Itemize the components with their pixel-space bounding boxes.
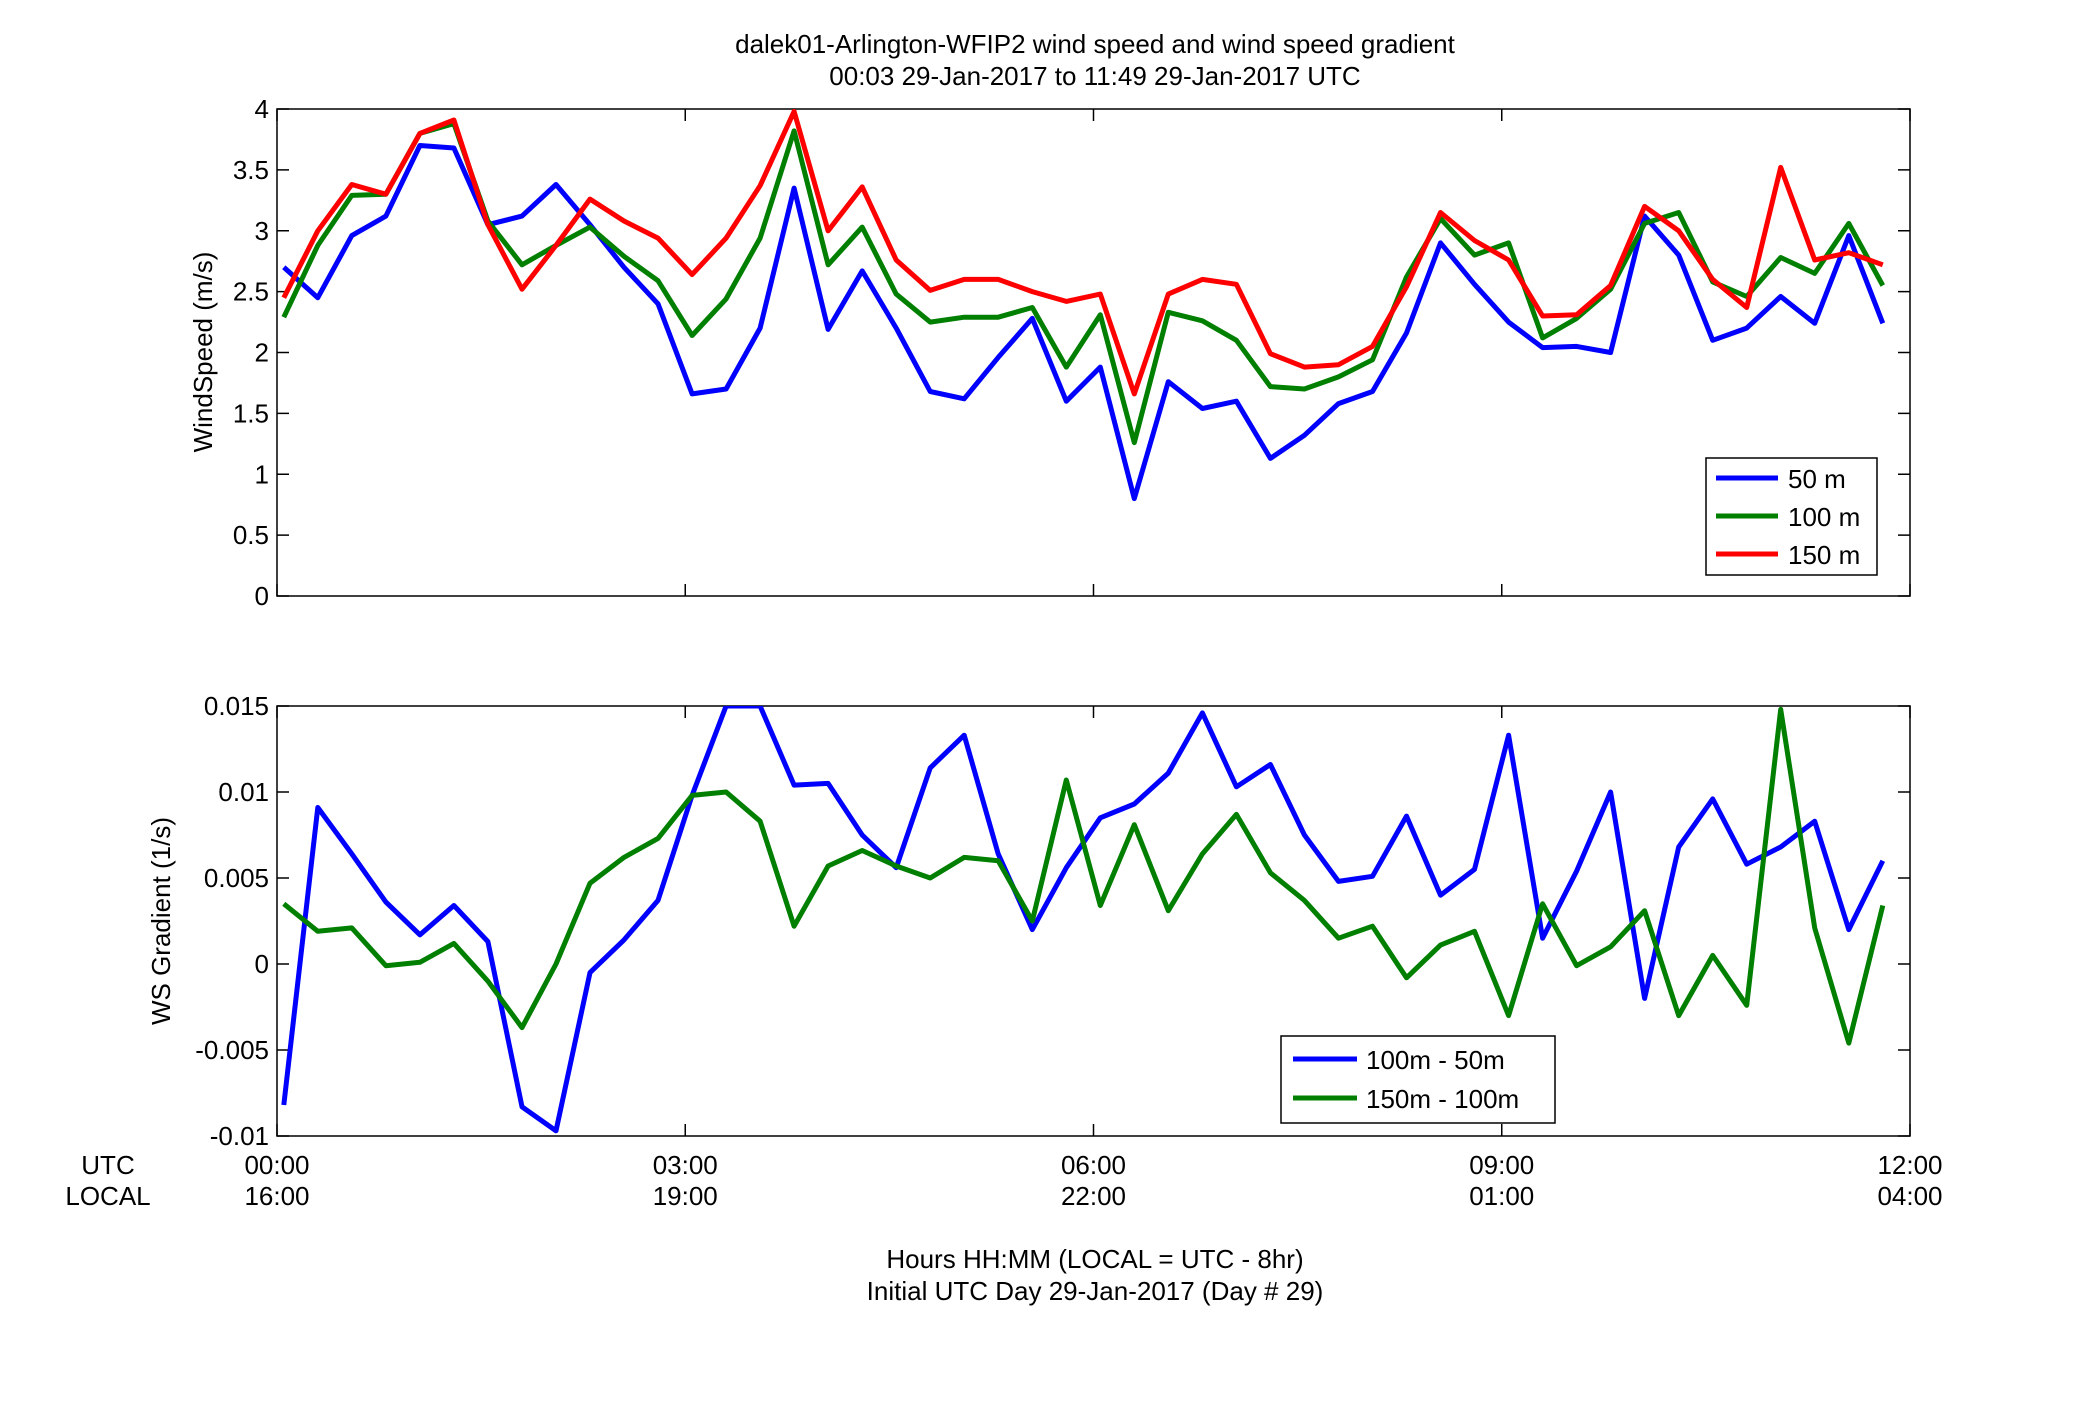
x-axis-label-line2: Initial UTC Day 29-Jan-2017 (Day # 29) [867, 1276, 1324, 1306]
chart-title-line1: dalek01-Arlington-WFIP2 wind speed and w… [735, 29, 1456, 59]
gradient-y-ticks: -0.01 -0.005 0 0.005 0.01 0.015 [195, 691, 1910, 1151]
utc-tick-label: 09:00 [1469, 1150, 1534, 1180]
windspeed-y-tick-label: 1 [255, 459, 269, 489]
windspeed-y-tick-label: 2.5 [233, 277, 269, 307]
utc-tick-label: 06:00 [1061, 1150, 1126, 1180]
legend-label-100m: 100 m [1788, 502, 1860, 532]
local-tick-label: 19:00 [653, 1181, 718, 1211]
windspeed-y-tick-label: 0.5 [233, 520, 269, 550]
windspeed-x-ticks [276, 109, 1911, 596]
gradient-y-tick-label: -0.005 [195, 1035, 269, 1065]
gradient-y-tick-label: 0.005 [204, 863, 269, 893]
legend-label-150m: 150 m [1788, 540, 1860, 570]
gradient-legend-box [1280, 1035, 1556, 1124]
gradient-panel: -0.01 -0.005 0 0.005 0.01 0.015 WS Gradient (… [146, 691, 1911, 1151]
legend-label-100m-50m: 100m - 50m [1366, 1045, 1505, 1075]
windspeed-panel: 0 0.5 1 1.5 2 2.5 3 3.5 4 WindSpeed (m/s) 50 m 1… [188, 94, 1911, 611]
gradient-axes-frame [276, 705, 1911, 1137]
local-tick-label: 04:00 [1877, 1181, 1942, 1211]
windspeed-y-ticks: 0 0.5 1 1.5 2 2.5 3 3.5 4 [233, 94, 1910, 611]
gradient-ylabel: WS Gradient (1/s) [146, 817, 176, 1025]
windspeed-y-tick-label: 4 [255, 94, 269, 124]
windspeed-y-tick-label: 3 [255, 216, 269, 246]
windspeed-ylabel: WindSpeed (m/s) [188, 252, 218, 453]
gradient-y-tick-label: 0.015 [204, 691, 269, 721]
gradient-y-tick-label: 0 [255, 949, 269, 979]
local-tick-label: 22:00 [1061, 1181, 1126, 1211]
local-row-label: LOCAL [65, 1181, 150, 1211]
legend-label-150m-100m: 150m - 100m [1366, 1084, 1519, 1114]
utc-tick-label: 00:00 [244, 1150, 309, 1180]
chart-title-line2: 00:03 29-Jan-2017 to 11:49 29-Jan-2017 U… [829, 61, 1360, 91]
utc-row-label: UTC [81, 1150, 134, 1180]
local-tick-labels: 16:00 19:00 22:00 01:00 04:00 [244, 1181, 1942, 1211]
windspeed-series [281, 109, 1886, 502]
legend-label-50m: 50 m [1788, 464, 1846, 494]
gradient-y-tick-label: -0.01 [210, 1121, 269, 1151]
utc-tick-labels: 00:00 03:00 06:00 09:00 12:00 [244, 1150, 1942, 1180]
windspeed-legend: 50 m 100 m 150 m [1705, 457, 1878, 576]
utc-tick-label: 03:00 [653, 1150, 718, 1180]
x-axis-label-line1: Hours HH:MM (LOCAL = UTC - 8hr) [886, 1244, 1303, 1274]
gradient-series [281, 706, 1886, 1134]
local-tick-label: 01:00 [1469, 1181, 1534, 1211]
gradient-legend: 100m - 50m 150m - 100m [1280, 1035, 1556, 1124]
gradient-series-line-2 [282, 706, 1886, 1046]
windspeed-y-tick-label: 0 [255, 581, 269, 611]
gradient-y-tick-label: 0.01 [218, 777, 269, 807]
windspeed-y-tick-label: 2 [255, 338, 269, 368]
windspeed-y-tick-label: 1.5 [233, 398, 269, 428]
windspeed-series-line-3 [281, 109, 1884, 397]
utc-tick-label: 12:00 [1877, 1150, 1942, 1180]
gradient-x-ticks [276, 706, 1911, 1136]
windspeed-series-line-1 [282, 143, 1886, 502]
windspeed-axes-frame [276, 108, 1911, 597]
local-tick-label: 16:00 [244, 1181, 309, 1211]
windspeed-y-tick-label: 3.5 [233, 155, 269, 185]
